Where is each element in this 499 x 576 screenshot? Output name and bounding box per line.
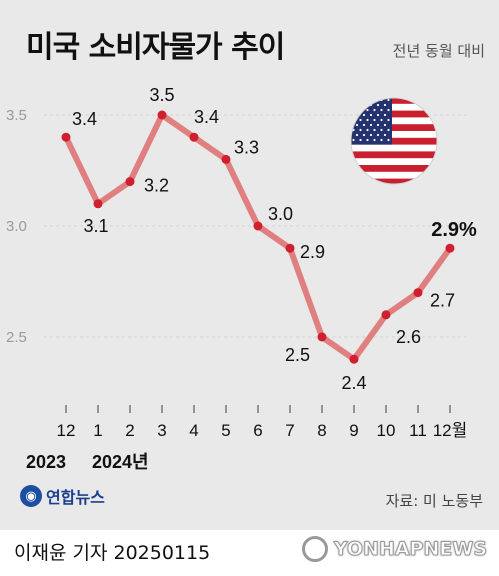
x-tick-label: 11 <box>409 421 427 440</box>
x-tick-label: 1 <box>93 421 102 440</box>
x-tick-label: 9 <box>349 421 358 440</box>
logo-text: 연합뉴스 <box>46 488 105 507</box>
y-tick-label: 2.5 <box>6 329 27 346</box>
us-flag-icon <box>350 97 438 185</box>
line-chart: 3.5 3.0 2.5 3.4 3.1 3.2 3.5 3.4 3.3 3.0 2.9 2.5 2.4 2… <box>6 85 477 472</box>
x-tick-label: 12 <box>57 421 76 440</box>
data-label: 2.4 <box>341 373 366 393</box>
data-label: 2.9% <box>431 219 477 241</box>
data-point <box>125 177 135 187</box>
data-point <box>285 243 295 253</box>
data-point <box>221 154 231 164</box>
x-tick-label: 7 <box>285 421 294 440</box>
watermark-text: YONHAPNEWS <box>333 538 487 561</box>
year-label: 2023 <box>26 452 66 472</box>
data-label: 2.5 <box>285 345 310 365</box>
data-point <box>189 132 199 142</box>
yonhap-logo-icon: ◉ <box>20 485 42 507</box>
x-tick-label: 12월 <box>433 421 468 440</box>
x-tick-label: 10 <box>377 421 396 440</box>
data-label: 3.2 <box>144 176 169 196</box>
y-tick-label: 3.5 <box>6 107 27 124</box>
data-label: 3.4 <box>194 107 219 127</box>
yonhap-watermark: YONHAPNEWS <box>301 536 488 562</box>
data-label: 3.0 <box>268 204 293 224</box>
chart-subtitle: 전년 동월 대비 <box>392 42 485 60</box>
x-tick-label: 4 <box>189 421 198 440</box>
yonhap-logo: ◉ 연합뉴스 <box>20 484 105 508</box>
data-point <box>93 199 103 209</box>
watermark-icon <box>301 536 328 562</box>
data-point <box>445 243 455 253</box>
chart-panel <box>0 0 499 530</box>
chart-title: 미국 소비자물가 추이 <box>26 30 285 65</box>
data-point <box>253 221 263 231</box>
y-tick-label: 3.0 <box>6 218 27 235</box>
data-point <box>381 310 391 320</box>
data-label: 3.5 <box>149 85 174 105</box>
data-point <box>61 132 71 142</box>
data-point <box>413 288 423 298</box>
data-point <box>349 354 359 364</box>
data-label: 3.4 <box>72 109 97 129</box>
x-tick-label: 5 <box>221 421 230 440</box>
data-label: 2.6 <box>396 327 421 347</box>
x-tick-label: 2 <box>125 421 134 440</box>
data-label: 2.9 <box>300 242 325 262</box>
source-text: 자료: 미 노동부 <box>385 492 483 510</box>
data-label: 3.3 <box>234 137 259 157</box>
x-tick-label: 6 <box>253 421 262 440</box>
year-label: 2024년 <box>92 452 149 472</box>
x-tick-label: 8 <box>317 421 326 440</box>
x-tick-label: 3 <box>157 421 166 440</box>
data-label: 3.1 <box>83 216 108 236</box>
data-point <box>317 332 327 342</box>
author-text: 이재윤 기자 20250115 <box>14 542 211 564</box>
data-point <box>157 110 167 120</box>
data-label: 2.7 <box>430 291 455 311</box>
